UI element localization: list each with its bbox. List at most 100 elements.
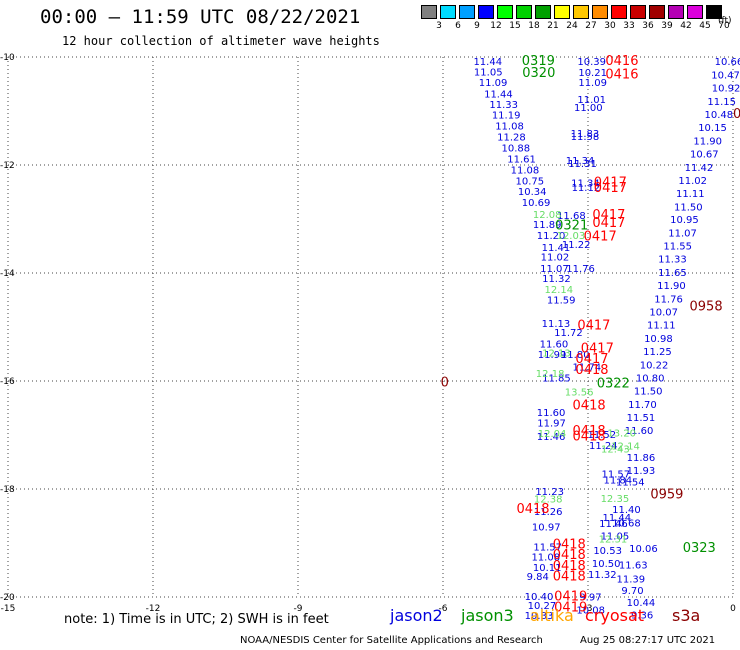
x-tick-label: -3 (584, 604, 593, 614)
data-point-altika: 12.03 (557, 231, 586, 242)
data-point-jason2: 11.05 (474, 67, 503, 78)
data-point-jason2: 11.23 (535, 487, 564, 498)
data-point-jason2: 11.85 (542, 373, 571, 384)
data-point-jason2: 11.02 (678, 176, 707, 187)
data-point-cryosat: 0417 (584, 230, 617, 245)
color-scale-label: 12 (490, 21, 502, 31)
color-scale-label: 15 (509, 21, 521, 31)
data-point-jason2: 10.07 (649, 308, 678, 319)
y-tick-label: -10 (0, 53, 15, 63)
data-point-jason2: 11.58 (571, 132, 600, 143)
x-tick-label: 0 (730, 604, 736, 614)
data-point-jason3: 0321 (555, 219, 588, 234)
color-swatch (459, 5, 475, 19)
data-point-jason2: 11.54 (616, 478, 645, 489)
data-point-jason2: 11.08 (531, 553, 560, 564)
data-point-jason2: 11.44 (484, 89, 513, 100)
data-point-s3a: 0959 (650, 488, 683, 503)
data-point-jason2: 10.11 (533, 563, 562, 574)
color-swatch (630, 5, 646, 19)
data-point-jason2: 11.90 (657, 281, 686, 292)
color-scale-label: 42 (680, 21, 692, 31)
data-point-jason2: 11.41 (542, 243, 571, 254)
data-point-jason2: 10.97 (532, 522, 561, 533)
data-point-jason2: 11.46 (537, 432, 566, 443)
legend-entry-jason3: jason3 (461, 606, 514, 625)
color-swatch (478, 5, 494, 19)
data-point-jason2: 11.15 (707, 97, 736, 108)
data-point-jason2: 10.47 (711, 71, 740, 82)
data-point-jason2: 11.01 (577, 95, 606, 106)
data-point-altika: 12.43 (601, 445, 630, 456)
chart-subtitle: 12 hour collection of altimeter wave hei… (62, 34, 380, 48)
x-tick-label: -15 (1, 604, 16, 614)
data-point-jason2: 10.66 (715, 57, 740, 68)
color-scale-label: 18 (528, 21, 540, 31)
data-point-altika: 12.31 (599, 534, 628, 545)
y-tick-label: -14 (0, 269, 15, 279)
data-point-jason2: 11.19 (492, 110, 521, 121)
data-point-jason2: 11.60 (537, 408, 566, 419)
data-point-jason2: 10.67 (690, 149, 719, 160)
data-point-cryosat: 0418 (573, 424, 606, 439)
color-swatch (516, 5, 532, 19)
x-tick-label: -12 (146, 604, 161, 614)
data-point-jason2: 11.33 (658, 255, 687, 266)
data-point-jason2: 10.48 (704, 110, 733, 121)
data-point-jason2: 10.80 (636, 373, 665, 384)
data-point-jason2: 11.93 (627, 466, 656, 477)
data-point-jason2: 10.75 (516, 176, 545, 187)
legend-entry-cryosat: cryosat (585, 606, 645, 625)
data-point-jason2: 10.95 (670, 215, 699, 226)
data-point-jason2: 10.39 (577, 57, 606, 68)
data-point-jason2: 11.50 (674, 202, 703, 213)
data-point-jason2: 10.27 (528, 601, 557, 612)
data-point-jason2: 11.51 (627, 413, 656, 424)
data-point-jason2: 11.76 (654, 295, 683, 306)
data-point-jason2: 11.44 (473, 57, 502, 68)
data-point-cryosat: 0417 (581, 341, 614, 356)
legend-entry-jason2: jason2 (390, 606, 443, 625)
data-point-jason2: 11.76 (566, 264, 595, 275)
data-point-jason2: 10.53 (593, 546, 622, 557)
color-swatch (668, 5, 684, 19)
data-point-jason2: 11.89 (533, 220, 562, 231)
data-point-s3a: 0 (733, 107, 740, 122)
data-point-cryosat: 0417 (577, 319, 610, 334)
data-point-jason2: 11.22 (562, 240, 591, 251)
data-point-jason2: 11.24 (589, 441, 618, 452)
data-point-jason2: 10.92 (712, 83, 740, 94)
color-swatch (706, 5, 722, 19)
data-point-cryosat: 0418 (516, 502, 549, 517)
data-point-jason2: 11.57 (602, 470, 631, 481)
data-point-cryosat: 0418 (573, 399, 606, 414)
data-point-jason2: 11.12 (572, 183, 601, 194)
color-scale-label: 39 (661, 21, 673, 31)
data-point-jason2: 10.88 (501, 143, 530, 154)
data-point-jason2: 11.74 (573, 363, 602, 374)
data-point-altika: 12.13 (542, 349, 571, 360)
data-point-s3a: 0958 (690, 300, 723, 315)
data-point-jason2: 11.25 (643, 347, 672, 358)
data-point-jason2: 11.34 (566, 156, 595, 167)
color-scale-label: 24 (566, 21, 578, 31)
data-point-jason2: 9.97 (579, 593, 601, 604)
data-point-jason2: 11.09 (479, 78, 508, 89)
data-point-jason2: 11.50 (634, 386, 663, 397)
data-point-jason2: 10.98 (644, 334, 673, 345)
data-point-cryosat: 0417 (575, 352, 608, 367)
color-scale-label: 70 (718, 21, 730, 31)
data-point-jason2: 11.44 (603, 513, 632, 524)
data-point-jason2: 11.68 (557, 211, 586, 222)
footer-timestamp: Aug 25 08:27:17 UTC 2021 (580, 635, 716, 646)
data-point-jason2: 11.00 (574, 103, 603, 114)
data-point-jason2: 11.83 (571, 129, 600, 140)
data-point-jason2: 10.21 (578, 68, 607, 79)
data-point-jason3: 0322 (597, 376, 630, 391)
data-point-cryosat: 0417 (594, 176, 627, 191)
color-scale-label: 27 (585, 21, 597, 31)
color-scale-label: 21 (547, 21, 559, 31)
color-swatch (649, 5, 665, 19)
data-point-jason2: 11.11 (647, 321, 676, 332)
chart-title: 00:00 – 11:59 UTC 08/22/2021 (40, 6, 361, 28)
